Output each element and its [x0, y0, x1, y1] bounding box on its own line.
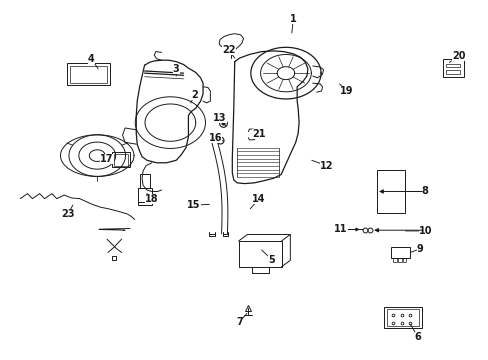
Text: 21: 21	[252, 129, 265, 139]
Text: 12: 12	[319, 161, 332, 171]
Text: 4: 4	[88, 54, 95, 64]
Bar	[140, 174, 150, 188]
Bar	[70, 66, 107, 83]
Bar	[238, 241, 281, 267]
Bar	[390, 247, 409, 258]
Bar	[392, 258, 396, 262]
Text: 8: 8	[421, 186, 427, 197]
Bar	[443, 59, 463, 77]
Text: 19: 19	[340, 86, 353, 96]
Text: 10: 10	[418, 226, 432, 236]
Text: 3: 3	[172, 64, 179, 74]
Text: 7: 7	[236, 317, 243, 327]
Text: 14: 14	[252, 194, 265, 204]
Text: 23: 23	[61, 209, 75, 219]
Bar	[138, 188, 152, 202]
Bar	[446, 64, 459, 67]
Bar	[66, 63, 110, 85]
Bar	[383, 307, 421, 328]
Text: 11: 11	[334, 225, 347, 234]
Text: 22: 22	[222, 45, 235, 55]
Text: 5: 5	[268, 255, 275, 265]
Text: 16: 16	[208, 133, 222, 143]
Text: 18: 18	[145, 194, 158, 204]
Bar	[446, 70, 459, 74]
Text: 1: 1	[289, 14, 296, 24]
Text: 2: 2	[191, 90, 198, 100]
Bar	[112, 152, 130, 167]
Text: 6: 6	[414, 332, 421, 342]
Text: 9: 9	[416, 244, 423, 254]
Text: 13: 13	[213, 113, 226, 123]
Text: 17: 17	[100, 154, 114, 164]
Text: 20: 20	[451, 51, 465, 61]
Text: 15: 15	[186, 200, 200, 210]
Bar	[402, 258, 406, 262]
Bar	[376, 170, 405, 213]
Bar	[114, 154, 128, 166]
Bar	[386, 309, 418, 325]
Bar	[397, 258, 401, 262]
